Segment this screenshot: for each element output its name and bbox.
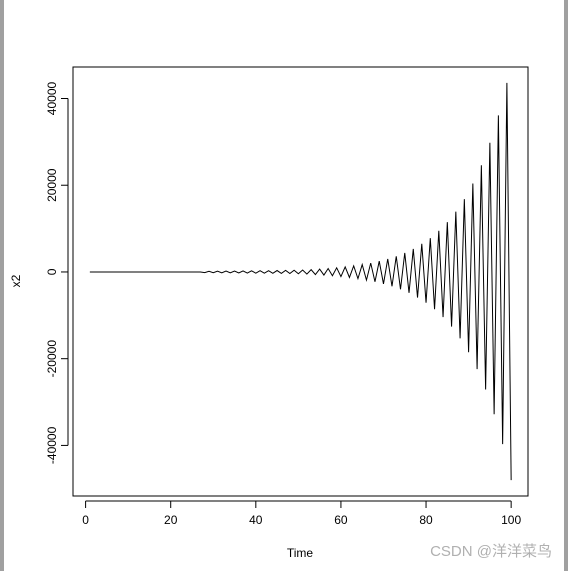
x-tick-label: 80	[419, 513, 433, 527]
y-tick-label: -20000	[45, 340, 59, 378]
x-tick-label: 20	[164, 513, 178, 527]
data-line	[89, 82, 512, 481]
y-tick-label: 0	[45, 268, 59, 275]
y-tick-label: 40000	[45, 81, 59, 115]
x-axis-label: Time	[287, 546, 314, 560]
x-tick-label: 100	[501, 513, 521, 527]
watermark: CSDN @洋洋菜鸟	[430, 543, 552, 560]
plot-box	[72, 66, 529, 497]
y-axis-label: x2	[9, 274, 23, 287]
window-border	[0, 0, 4, 571]
x-tick-label: 40	[249, 513, 263, 527]
x-tick-label: 0	[82, 513, 89, 527]
y-tick-label: -40000	[45, 426, 59, 464]
x-tick-label: 60	[334, 513, 348, 527]
window-border	[564, 0, 568, 571]
y-tick-label: 20000	[45, 168, 59, 202]
